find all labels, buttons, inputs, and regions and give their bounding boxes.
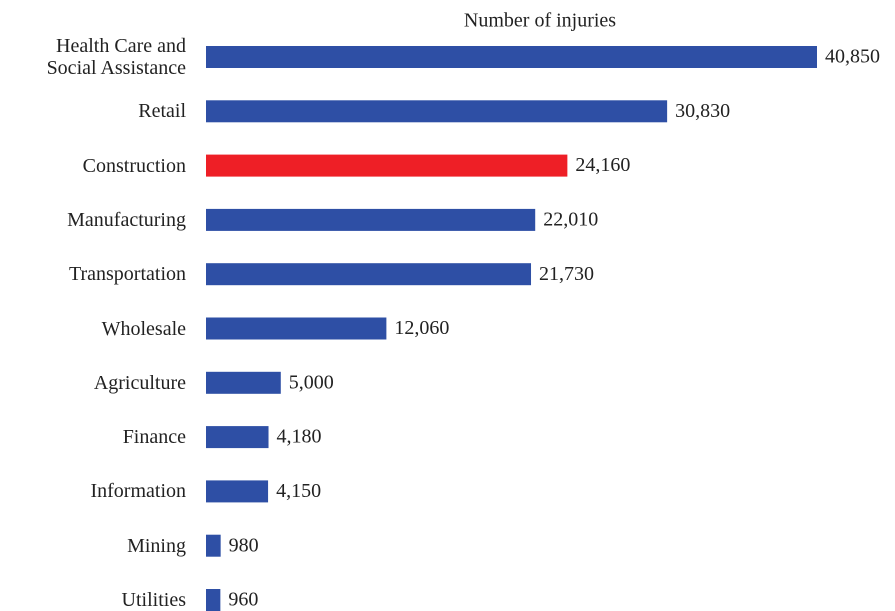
category-label: Transportation [68,263,186,286]
bar [206,317,387,340]
category-label: Retail [138,100,186,123]
bar [206,534,221,557]
value-label: 5,000 [289,371,334,393]
bar [206,208,536,231]
bar [206,426,269,449]
bar [206,263,532,286]
value-label: 22,010 [543,208,598,230]
category-label: Construction [82,154,186,177]
value-label: 4,180 [277,426,322,448]
category-label: Mining [127,534,186,557]
bar [206,480,269,503]
value-label: 980 [229,534,259,556]
value-label: 30,830 [675,100,730,122]
bar [206,589,221,611]
category-label: Information [90,480,186,503]
value-label: 40,850 [825,46,880,68]
bar [206,371,281,394]
bar [206,154,568,177]
chart-title: Number of injuries [464,10,616,32]
bar [206,46,817,68]
category-label: Utilities [121,589,186,611]
value-label: 21,730 [539,263,594,285]
value-label: 12,060 [394,317,449,339]
category-label: Wholesale [101,317,186,340]
category-label: Health Care and Social Assistance [46,35,186,79]
category-label: Manufacturing [67,208,186,231]
bar [206,100,668,123]
value-label: 24,160 [575,154,630,176]
category-label: Agriculture [93,371,186,394]
value-label: 960 [228,589,258,611]
category-label: Finance [122,426,186,449]
value-label: 4,150 [276,480,321,502]
